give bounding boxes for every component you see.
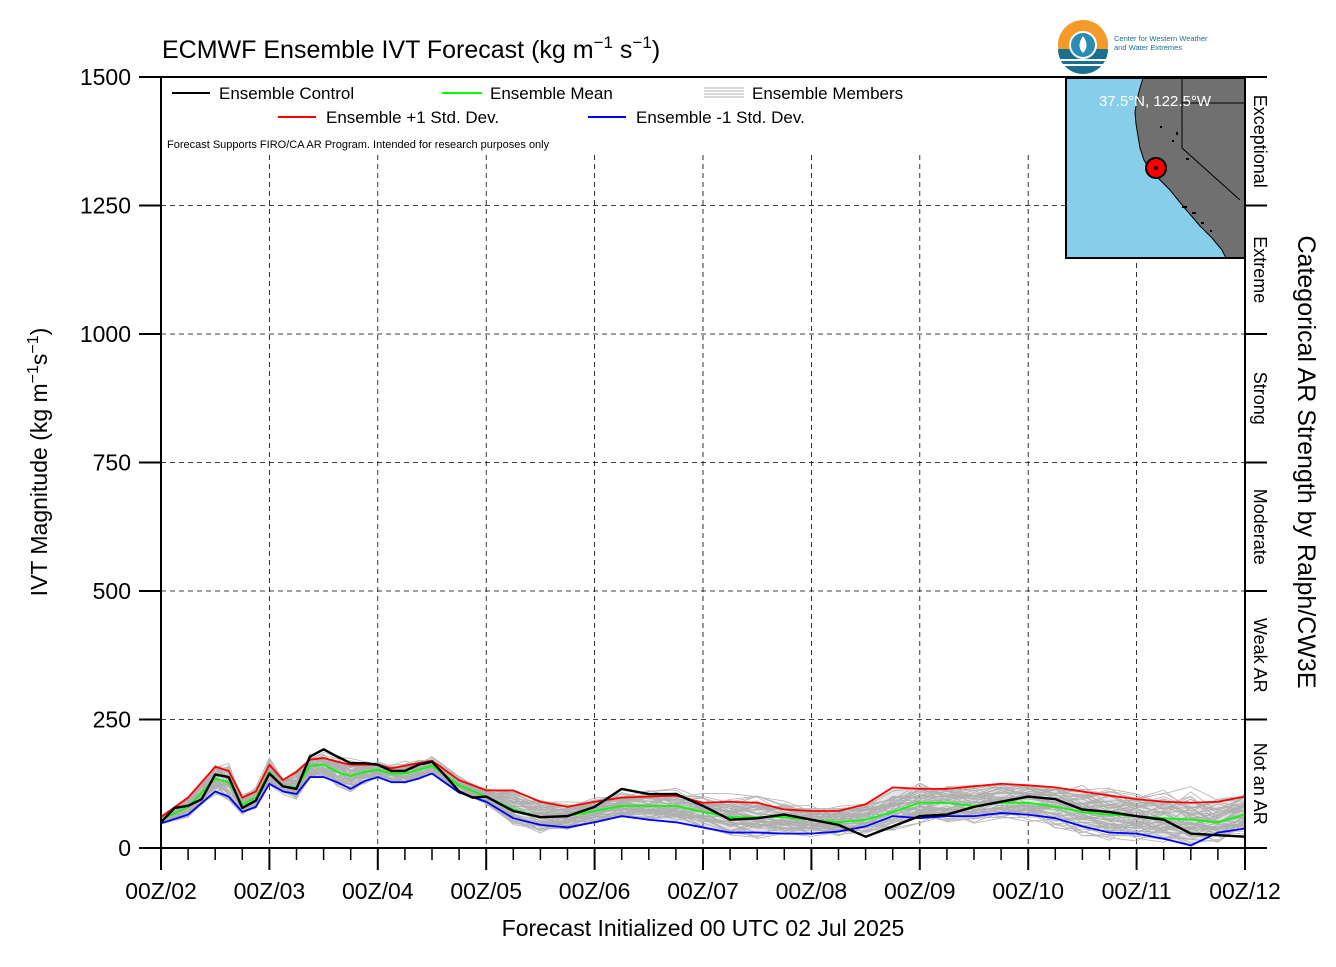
grid-lines bbox=[161, 155, 1245, 848]
x-tick-label: 00Z/10 bbox=[992, 878, 1064, 904]
y-tick-label: 1000 bbox=[80, 321, 131, 347]
inset-map-lakes bbox=[1160, 126, 1189, 160]
legend-label-minus-std: Ensemble -1 Std. Dev. bbox=[636, 108, 805, 127]
inset-map-state-border bbox=[1181, 147, 1241, 201]
inset-map-location-label: 37.5°N, 122.5°W bbox=[1099, 93, 1212, 110]
y-tick-label: 500 bbox=[93, 578, 131, 604]
chart-title: ECMWF Ensemble IVT Forecast (kg m−1 s−1) bbox=[162, 33, 660, 64]
legend-label-control: Ensemble Control bbox=[219, 84, 354, 103]
ensemble-spread-band bbox=[161, 758, 1245, 846]
x-tick-label: 00Z/12 bbox=[1209, 878, 1281, 904]
category-label: Not an AR bbox=[1250, 743, 1270, 825]
category-label: Exceptional bbox=[1250, 95, 1270, 188]
legend-label-plus-std: Ensemble +1 Std. Dev. bbox=[326, 108, 499, 127]
ensemble-member-line bbox=[160, 766, 1246, 843]
y-tick-label: 1500 bbox=[80, 64, 131, 90]
legend-label-members: Ensemble Members bbox=[752, 84, 903, 103]
cw3e-logo: Center for Western Weather and Water Ext… bbox=[1058, 20, 1208, 74]
ensemble-member-line bbox=[160, 758, 1246, 823]
ar-category-axis: Not an AR Weak AR Moderate Strong Extreme Exc… bbox=[1245, 76, 1270, 849]
category-label: Weak AR bbox=[1250, 618, 1270, 693]
logo-wave-icon bbox=[1058, 49, 1108, 74]
series-line-ensemble-control bbox=[160, 748, 1246, 838]
x-tick-label: 00Z/09 bbox=[884, 878, 956, 904]
x-tick-label: 00Z/06 bbox=[559, 878, 631, 904]
disclaimer-text: Forecast Supports FIRO/CA AR Program. In… bbox=[167, 139, 550, 151]
y-tick-label: 250 bbox=[93, 707, 131, 733]
x-tick-label: 00Z/03 bbox=[234, 878, 306, 904]
x-tick-label: 00Z/05 bbox=[450, 878, 522, 904]
logo-text-line2: and Water Extremes bbox=[1114, 43, 1182, 52]
location-marker-center-icon bbox=[1154, 166, 1158, 170]
axes: 0 250 500 750 1000 1250 1500 00Z/02 00Z/03 00Z/04… bbox=[80, 64, 1281, 904]
inset-map-islands bbox=[1182, 206, 1212, 232]
inset-map-frame bbox=[1065, 77, 1246, 259]
series-line-ensemble-1-std-dev bbox=[160, 772, 1246, 847]
category-label: Strong bbox=[1250, 372, 1270, 425]
logo-water-drop-icon bbox=[1079, 36, 1087, 53]
logo-text-line1: Center for Western Weather bbox=[1114, 34, 1208, 43]
y-axis-label: IVT Magnitude (kg m−1s−1) bbox=[25, 328, 52, 597]
x-tick-label: 00Z/04 bbox=[342, 878, 414, 904]
legend: Ensemble Control Ensemble Mean Ensemble … bbox=[163, 79, 938, 155]
series-line-ensemble-1-std-dev bbox=[160, 757, 1246, 818]
inset-map-land bbox=[1134, 77, 1246, 259]
series-lines bbox=[160, 748, 1246, 847]
x-tick-label: 00Z/02 bbox=[125, 878, 197, 904]
x-tick-label: 00Z/08 bbox=[776, 878, 848, 904]
x-tick-label: 00Z/11 bbox=[1102, 878, 1172, 904]
x-tick-label: 00Z/07 bbox=[667, 878, 739, 904]
y-tick-label: 0 bbox=[118, 835, 131, 861]
inset-map: 37.5°N, 122.5°W bbox=[1065, 77, 1246, 259]
category-label: Moderate bbox=[1250, 489, 1270, 565]
legend-label-mean: Ensemble Mean bbox=[490, 84, 613, 103]
legend-swatch-members bbox=[704, 87, 744, 98]
x-axis-label: Forecast Initialized 00 UTC 02 Jul 2025 bbox=[502, 915, 905, 941]
y-tick-label: 750 bbox=[93, 450, 131, 476]
y-tick-label: 1250 bbox=[80, 193, 131, 219]
category-label: Extreme bbox=[1250, 236, 1270, 303]
right-axis-label: Categorical AR Strength by Ralph/CW3E bbox=[1292, 236, 1320, 689]
